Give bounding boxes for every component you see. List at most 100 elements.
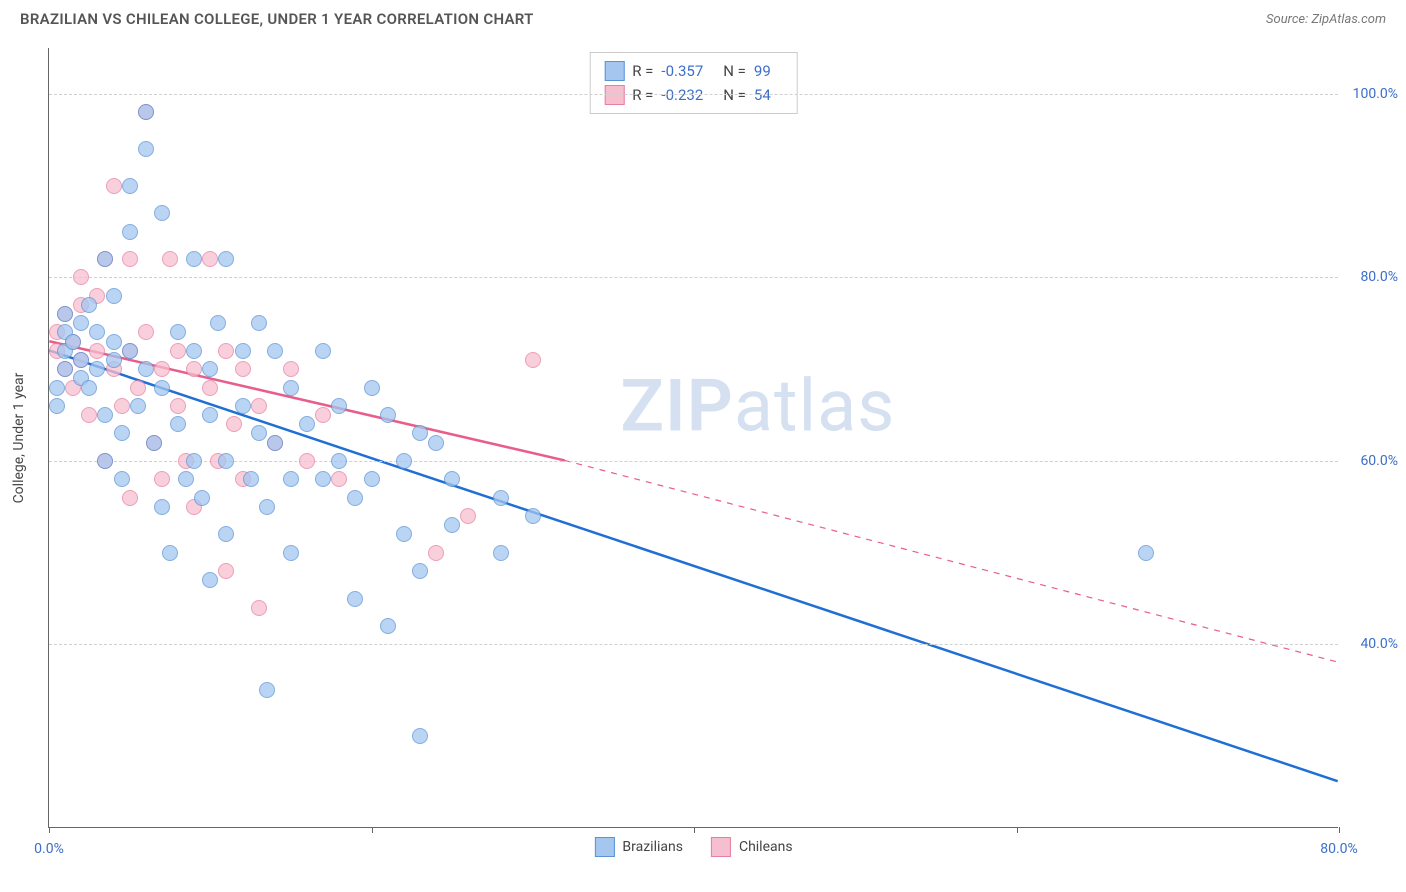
data-point (138, 361, 154, 377)
data-point (380, 407, 396, 423)
data-point (267, 435, 283, 451)
data-point (347, 591, 363, 607)
data-point (130, 398, 146, 414)
data-point (122, 343, 138, 359)
data-point (162, 251, 178, 267)
data-point (525, 352, 541, 368)
data-point (202, 380, 218, 396)
data-point (235, 398, 251, 414)
y-tick-label: 80.0% (1343, 269, 1398, 285)
x-tick-label: 80.0% (1320, 841, 1358, 857)
data-point (364, 471, 380, 487)
y-tick-label: 60.0% (1343, 453, 1398, 469)
data-point (396, 453, 412, 469)
data-point (146, 435, 162, 451)
data-point (460, 508, 476, 524)
y-axis-label: College, Under 1 year (11, 372, 27, 503)
regression-lines-layer (49, 48, 1338, 827)
data-point (251, 315, 267, 331)
data-point (114, 471, 130, 487)
gridline (49, 644, 1338, 645)
x-tick-mark (1339, 827, 1340, 833)
data-point (97, 251, 113, 267)
data-point (114, 425, 130, 441)
correlation-legend: R =-0.357N =99R =-0.232N =54 (589, 52, 798, 114)
data-point (81, 297, 97, 313)
data-point (525, 508, 541, 524)
data-point (49, 398, 65, 414)
legend-label: Chileans (739, 839, 793, 855)
r-value: -0.232 (661, 83, 703, 107)
gridline (49, 94, 1338, 95)
data-point (251, 425, 267, 441)
data-point (57, 361, 73, 377)
n-value: 99 (754, 59, 771, 83)
data-point (428, 435, 444, 451)
data-point (243, 471, 259, 487)
data-point (444, 471, 460, 487)
data-point (283, 380, 299, 396)
data-point (106, 178, 122, 194)
data-point (396, 526, 412, 542)
data-point (259, 682, 275, 698)
data-point (122, 224, 138, 240)
data-point (218, 563, 234, 579)
data-point (106, 334, 122, 350)
data-point (210, 315, 226, 331)
data-point (49, 380, 65, 396)
data-point (283, 545, 299, 561)
x-tick-mark (49, 827, 50, 833)
data-point (235, 361, 251, 377)
data-point (170, 343, 186, 359)
data-point (114, 398, 130, 414)
data-point (218, 526, 234, 542)
n-value: 54 (754, 83, 771, 107)
data-point (283, 361, 299, 377)
regression-line (49, 350, 1337, 781)
data-point (170, 416, 186, 432)
data-point (186, 251, 202, 267)
data-point (218, 343, 234, 359)
legend-label: Brazilians (622, 839, 683, 855)
data-point (251, 398, 267, 414)
series-legend: Brazilians Chileans (594, 837, 792, 857)
data-point (412, 563, 428, 579)
data-point (331, 471, 347, 487)
source-attribution: Source: ZipAtlas.com (1266, 12, 1386, 27)
data-point (106, 352, 122, 368)
legend-stat-row: R =-0.357N =99 (604, 59, 783, 83)
watermark: ZIPatlas (620, 364, 895, 449)
data-point (162, 545, 178, 561)
data-point (154, 471, 170, 487)
x-tick-mark (372, 827, 373, 833)
data-point (186, 343, 202, 359)
data-point (267, 343, 283, 359)
gridline (49, 461, 1338, 462)
data-point (299, 453, 315, 469)
data-point (251, 600, 267, 616)
legend-item: Brazilians (594, 837, 683, 857)
data-point (1138, 545, 1154, 561)
data-point (315, 471, 331, 487)
data-point (202, 407, 218, 423)
data-point (122, 490, 138, 506)
legend-stat-row: R =-0.232N =54 (604, 83, 783, 107)
data-point (299, 416, 315, 432)
data-point (138, 324, 154, 340)
data-point (130, 380, 146, 396)
data-point (154, 499, 170, 515)
data-point (331, 398, 347, 414)
data-point (138, 104, 154, 120)
data-point (57, 306, 73, 322)
data-point (89, 343, 105, 359)
legend-item: Chileans (711, 837, 793, 857)
data-point (81, 407, 97, 423)
x-tick-mark (1017, 827, 1018, 833)
data-point (106, 288, 122, 304)
chart-plot-area: College, Under 1 year ZIPatlas R =-0.357… (48, 48, 1338, 828)
data-point (97, 407, 113, 423)
data-point (178, 471, 194, 487)
data-point (73, 315, 89, 331)
data-point (154, 205, 170, 221)
data-point (315, 343, 331, 359)
